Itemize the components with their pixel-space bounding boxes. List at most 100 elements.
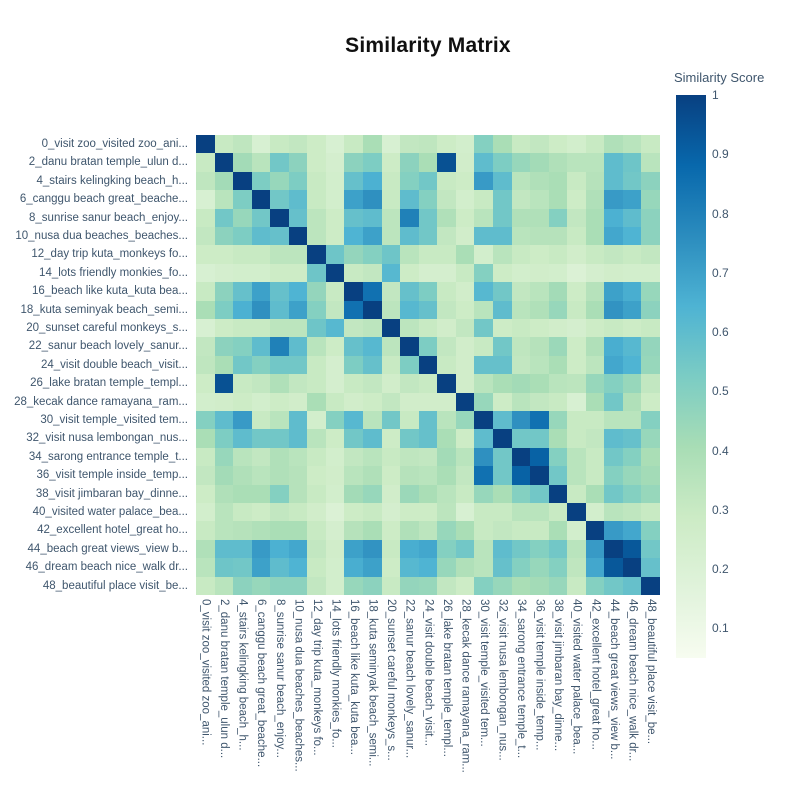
- heatmap-cell[interactable]: [530, 282, 549, 301]
- heatmap-cell[interactable]: [344, 539, 364, 559]
- heatmap-cell[interactable]: [511, 503, 531, 522]
- heatmap-cell[interactable]: [196, 337, 215, 356]
- heatmap-cell[interactable]: [548, 337, 568, 356]
- heatmap-cell[interactable]: [214, 300, 234, 319]
- heatmap-cell[interactable]: [344, 337, 364, 356]
- heatmap-cell[interactable]: [585, 374, 605, 393]
- heatmap-cell[interactable]: [251, 190, 271, 209]
- heatmap-cell[interactable]: [381, 466, 401, 485]
- heatmap-cell[interactable]: [585, 135, 605, 154]
- heatmap-cell[interactable]: [492, 282, 512, 301]
- heatmap-cell[interactable]: [400, 245, 419, 264]
- heatmap-cell[interactable]: [363, 392, 382, 411]
- heatmap-cell[interactable]: [270, 355, 289, 375]
- heatmap-cell[interactable]: [585, 208, 605, 227]
- heatmap-cell[interactable]: [474, 190, 493, 209]
- heatmap-cell[interactable]: [344, 411, 364, 430]
- heatmap-cell[interactable]: [214, 135, 234, 154]
- heatmap-cell[interactable]: [492, 374, 512, 393]
- heatmap-cell[interactable]: [325, 319, 345, 338]
- heatmap-cell[interactable]: [325, 374, 345, 393]
- heatmap-cell[interactable]: [548, 153, 568, 172]
- heatmap-cell[interactable]: [233, 576, 252, 595]
- heatmap-cell[interactable]: [363, 503, 382, 522]
- heatmap-cell[interactable]: [437, 171, 456, 191]
- heatmap-cell[interactable]: [214, 153, 234, 172]
- heatmap-cell[interactable]: [214, 392, 234, 411]
- heatmap-cell[interactable]: [585, 447, 605, 467]
- heatmap-cell[interactable]: [363, 355, 382, 375]
- heatmap-cell[interactable]: [363, 300, 382, 319]
- heatmap-cell[interactable]: [622, 558, 642, 577]
- heatmap-cell[interactable]: [604, 300, 623, 319]
- heatmap-cell[interactable]: [363, 576, 382, 595]
- heatmap-cell[interactable]: [400, 263, 419, 283]
- heatmap-cell[interactable]: [418, 466, 438, 485]
- heatmap-cell[interactable]: [567, 282, 586, 301]
- heatmap-cell[interactable]: [641, 282, 660, 301]
- heatmap-cell[interactable]: [344, 521, 364, 540]
- heatmap-cell[interactable]: [548, 355, 568, 375]
- heatmap-cell[interactable]: [270, 558, 289, 577]
- heatmap-cell[interactable]: [418, 282, 438, 301]
- heatmap-cell[interactable]: [325, 282, 345, 301]
- heatmap-cell[interactable]: [400, 411, 419, 430]
- heatmap-cell[interactable]: [474, 208, 493, 227]
- heatmap-cell[interactable]: [214, 282, 234, 301]
- heatmap-cell[interactable]: [567, 466, 586, 485]
- heatmap-cell[interactable]: [307, 263, 326, 283]
- heatmap-cell[interactable]: [288, 135, 308, 154]
- heatmap-cell[interactable]: [548, 576, 568, 595]
- heatmap-cell[interactable]: [437, 319, 456, 338]
- heatmap-cell[interactable]: [455, 135, 475, 154]
- heatmap-cell[interactable]: [251, 447, 271, 467]
- heatmap-cell[interactable]: [455, 466, 475, 485]
- heatmap-cell[interactable]: [381, 190, 401, 209]
- heatmap-cell[interactable]: [511, 171, 531, 191]
- heatmap-cell[interactable]: [567, 245, 586, 264]
- heatmap-cell[interactable]: [418, 153, 438, 172]
- heatmap-cell[interactable]: [604, 282, 623, 301]
- heatmap-cell[interactable]: [381, 411, 401, 430]
- heatmap-cell[interactable]: [381, 539, 401, 559]
- heatmap-cell[interactable]: [548, 392, 568, 411]
- heatmap-cell[interactable]: [455, 429, 475, 448]
- heatmap-cell[interactable]: [344, 447, 364, 467]
- heatmap-cell[interactable]: [474, 447, 493, 467]
- heatmap-cell[interactable]: [437, 484, 456, 503]
- heatmap-cell[interactable]: [492, 300, 512, 319]
- heatmap-cell[interactable]: [418, 355, 438, 375]
- heatmap-cell[interactable]: [381, 263, 401, 283]
- heatmap-cell[interactable]: [307, 319, 326, 338]
- heatmap-cell[interactable]: [288, 374, 308, 393]
- heatmap-cell[interactable]: [344, 355, 364, 375]
- heatmap-cell[interactable]: [622, 429, 642, 448]
- heatmap-cell[interactable]: [622, 282, 642, 301]
- heatmap-cell[interactable]: [437, 576, 456, 595]
- heatmap-cell[interactable]: [492, 447, 512, 467]
- heatmap-cell[interactable]: [530, 411, 549, 430]
- heatmap-cell[interactable]: [437, 337, 456, 356]
- heatmap-cell[interactable]: [622, 190, 642, 209]
- heatmap-cell[interactable]: [604, 171, 623, 191]
- heatmap-cell[interactable]: [530, 190, 549, 209]
- heatmap-cell[interactable]: [325, 429, 345, 448]
- heatmap-cell[interactable]: [307, 539, 326, 559]
- heatmap-cell[interactable]: [400, 576, 419, 595]
- heatmap-cell[interactable]: [511, 153, 531, 172]
- heatmap-cell[interactable]: [492, 227, 512, 246]
- heatmap-cell[interactable]: [567, 300, 586, 319]
- heatmap-cell[interactable]: [511, 558, 531, 577]
- heatmap-cell[interactable]: [474, 263, 493, 283]
- heatmap-cell[interactable]: [233, 171, 252, 191]
- heatmap-cell[interactable]: [474, 135, 493, 154]
- heatmap-cell[interactable]: [641, 135, 660, 154]
- heatmap-cell[interactable]: [622, 411, 642, 430]
- heatmap-cell[interactable]: [567, 392, 586, 411]
- heatmap-cell[interactable]: [307, 447, 326, 467]
- heatmap-cell[interactable]: [492, 153, 512, 172]
- heatmap-cell[interactable]: [622, 484, 642, 503]
- heatmap-cell[interactable]: [604, 337, 623, 356]
- heatmap-cell[interactable]: [196, 521, 215, 540]
- heatmap-cell[interactable]: [400, 503, 419, 522]
